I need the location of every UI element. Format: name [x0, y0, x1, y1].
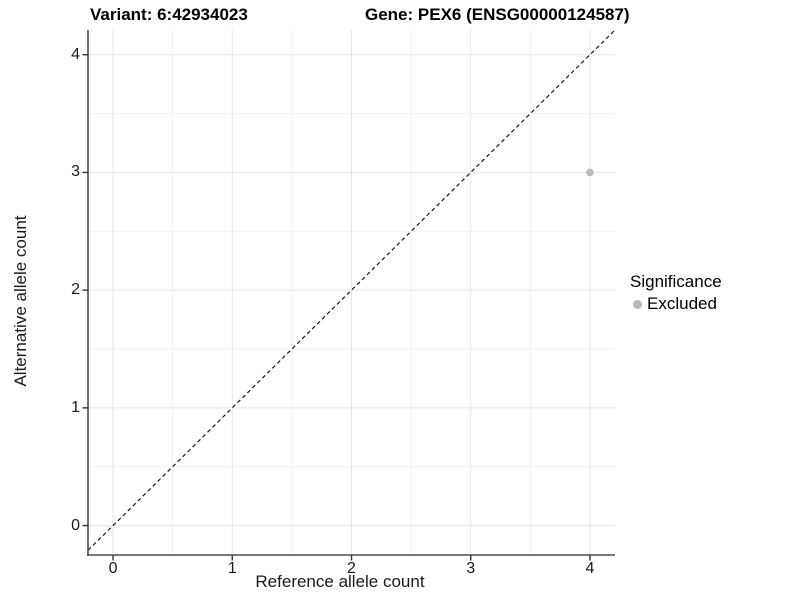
legend-point-icon [633, 299, 642, 309]
x-tick-label: 2 [347, 560, 356, 577]
x-tick-label: 4 [585, 560, 595, 577]
y-tick-label: 0 [71, 516, 80, 534]
gene-title: Gene: PEX6 (ENSG00000124587) [365, 5, 630, 24]
y-tick-label: 1 [71, 398, 80, 416]
variant-title: Variant: 6:42934023 [90, 5, 248, 24]
x-tick-label: 1 [227, 560, 237, 577]
x-tick-label: 0 [108, 560, 118, 577]
legend-item-excluded: Excluded [630, 294, 722, 314]
y-axis-title: Alternative allele count [11, 215, 30, 387]
identity-line [87, 29, 616, 551]
legend: Significance Excluded [630, 272, 722, 314]
x-axis-title: Reference allele count [255, 572, 425, 591]
y-tick-label: 2 [71, 281, 80, 299]
y-tick-label: 4 [71, 45, 80, 63]
y-tick-label: 3 [71, 163, 80, 181]
legend-item-label: Excluded [647, 294, 717, 313]
legend-title: Significance [630, 272, 722, 291]
data-point [586, 168, 594, 177]
x-tick-label: 3 [466, 560, 476, 577]
